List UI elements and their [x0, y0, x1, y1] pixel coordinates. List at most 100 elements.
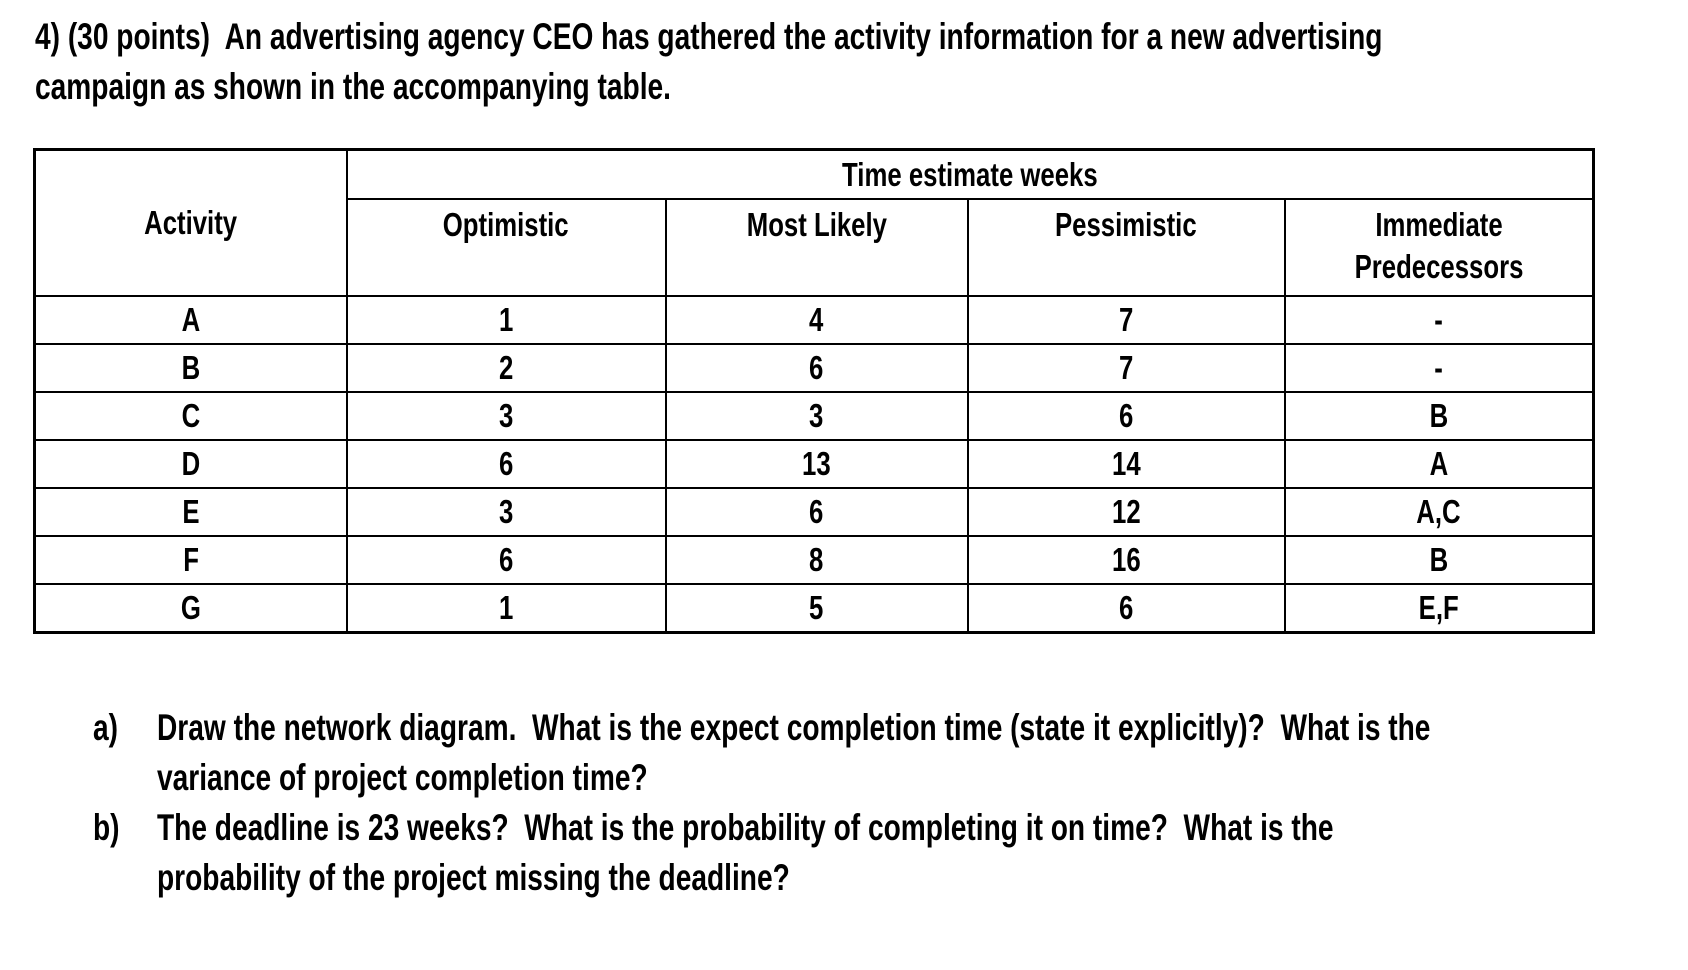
predecessors-cell: -	[1283, 295, 1595, 345]
predecessors-value: B	[1429, 397, 1449, 434]
pessimistic-cell: 6	[966, 391, 1286, 441]
question-b-label: b)	[93, 807, 120, 848]
pessimistic-value: 16	[1111, 541, 1141, 578]
column-header-optimistic: Optimistic	[345, 198, 667, 297]
activity-cell: G	[33, 583, 348, 634]
predecessors-value: E,F	[1418, 589, 1459, 626]
predecessors-cell: B	[1283, 535, 1595, 585]
question-a-text: Draw the network diagram. What is the ex…	[157, 703, 1688, 803]
table-row-c: C 3 3 6 B	[33, 391, 1595, 441]
question-b: b) The deadline is 23 weeks? What is the…	[93, 803, 1688, 903]
column-header-most-likely: Most Likely	[664, 198, 969, 297]
question-b-text: The deadline is 23 weeks? What is the pr…	[157, 803, 1688, 903]
table-row-d: D 6 13 14 A	[33, 439, 1595, 489]
most-likely-cell: 4	[664, 295, 969, 345]
question-a-label: a)	[93, 707, 119, 748]
predecessors-cell: -	[1283, 343, 1595, 393]
activity-value: B	[181, 349, 201, 386]
most-likely-cell: 6	[664, 487, 969, 537]
optimistic-value: 3	[498, 493, 514, 530]
table-row-g: G 1 5 6 E,F	[33, 583, 1595, 634]
pessimistic-cell: 14	[966, 439, 1286, 489]
pessimistic-cell: 7	[966, 343, 1286, 393]
table-row-e: E 3 6 12 A,C	[33, 487, 1595, 537]
activity-cell: C	[33, 391, 348, 441]
most-likely-cell: 8	[664, 535, 969, 585]
table-row-f: F 6 8 16 B	[33, 535, 1595, 585]
optimistic-value: 1	[498, 589, 514, 626]
activity-value: A	[181, 301, 201, 338]
column-header-immediate-predecessors: Immediate Predecessors	[1283, 198, 1595, 297]
predecessors-cell: A	[1283, 439, 1595, 489]
table-header-row-1: Activity Time estimate weeks	[33, 148, 1595, 297]
optimistic-cell: 2	[345, 343, 667, 393]
activity-table: Activity Time estimate weeks Optimistic …	[33, 148, 1595, 634]
pessimistic-value: 12	[1111, 493, 1141, 530]
question-b-line-2: probability of the project missing the d…	[157, 857, 790, 898]
activity-value: E	[182, 493, 200, 530]
optimistic-cell: 3	[345, 487, 667, 537]
column-header-pessimistic: Pessimistic	[966, 198, 1286, 297]
pessimistic-value: 7	[1118, 349, 1134, 386]
optimistic-cell: 1	[345, 583, 667, 634]
column-header-activity: Activity	[33, 148, 348, 297]
predecessors-cell: A,C	[1283, 487, 1595, 537]
optimistic-cell: 6	[345, 535, 667, 585]
activity-cell: B	[33, 343, 348, 393]
activity-cell: A	[33, 295, 348, 345]
table-row-a: A 1 4 7 -	[33, 295, 1595, 345]
predecessors-cell: B	[1283, 391, 1595, 441]
predecessors-value: A,C	[1416, 493, 1461, 530]
problem-statement-line-2: campaign as shown in the accompanying ta…	[35, 66, 671, 107]
activity-cell: E	[33, 487, 348, 537]
span-header-time-estimate: Time estimate weeks	[345, 148, 1595, 200]
pessimistic-cell: 7	[966, 295, 1286, 345]
pessimistic-value: 14	[1111, 445, 1141, 482]
optimistic-cell: 1	[345, 295, 667, 345]
optimistic-value: 2	[498, 349, 514, 386]
activity-value: D	[181, 445, 201, 482]
column-header-most-likely-label: Most Likely	[746, 206, 887, 243]
column-header-activity-label: Activity	[144, 204, 238, 241]
most-likely-value: 13	[802, 445, 831, 482]
activity-value: F	[182, 541, 199, 578]
question-a-label-box: a)	[93, 703, 157, 803]
most-likely-cell: 5	[664, 583, 969, 634]
span-header-time-estimate-label: Time estimate weeks	[841, 155, 1098, 193]
most-likely-value: 6	[809, 349, 824, 386]
most-likely-value: 3	[809, 397, 824, 434]
activity-cell: D	[33, 439, 348, 489]
predecessors-value: -	[1434, 349, 1444, 386]
most-likely-value: 8	[809, 541, 824, 578]
predecessors-value: -	[1434, 301, 1444, 338]
question-a-line-1: Draw the network diagram. What is the ex…	[157, 707, 1431, 748]
activity-cell: F	[33, 535, 348, 585]
question-a-line-2: variance of project completion time?	[157, 757, 648, 798]
questions: a) Draw the network diagram. What is the…	[93, 703, 1688, 903]
most-likely-cell: 6	[664, 343, 969, 393]
activity-value: C	[181, 397, 201, 434]
pessimistic-value: 6	[1118, 397, 1134, 434]
column-header-optimistic-label: Optimistic	[443, 206, 569, 243]
optimistic-value: 1	[498, 301, 514, 338]
pessimistic-value: 6	[1118, 589, 1134, 626]
table-row-b: B 2 6 7 -	[33, 343, 1595, 393]
column-header-immediate-predecessors-label: Immediate Predecessors	[1354, 206, 1524, 285]
most-likely-value: 6	[809, 493, 824, 530]
most-likely-value: 5	[809, 589, 824, 626]
pessimistic-cell: 6	[966, 583, 1286, 634]
optimistic-value: 6	[498, 445, 514, 482]
pessimistic-cell: 16	[966, 535, 1286, 585]
optimistic-cell: 3	[345, 391, 667, 441]
question-a: a) Draw the network diagram. What is the…	[93, 703, 1688, 803]
predecessors-cell: E,F	[1283, 583, 1595, 634]
optimistic-value: 6	[498, 541, 514, 578]
optimistic-value: 3	[498, 397, 514, 434]
problem-statement: 4) (30 points) An advertising agency CEO…	[35, 12, 1688, 112]
predecessors-value: A	[1429, 445, 1449, 482]
most-likely-cell: 13	[664, 439, 969, 489]
table-header-row-2: Optimistic Most Likely Pessimistic Immed…	[35, 198, 1595, 297]
most-likely-cell: 3	[664, 391, 969, 441]
problem-statement-line-1: 4) (30 points) An advertising agency CEO…	[35, 16, 1383, 57]
question-b-line-1: The deadline is 23 weeks? What is the pr…	[157, 807, 1334, 848]
